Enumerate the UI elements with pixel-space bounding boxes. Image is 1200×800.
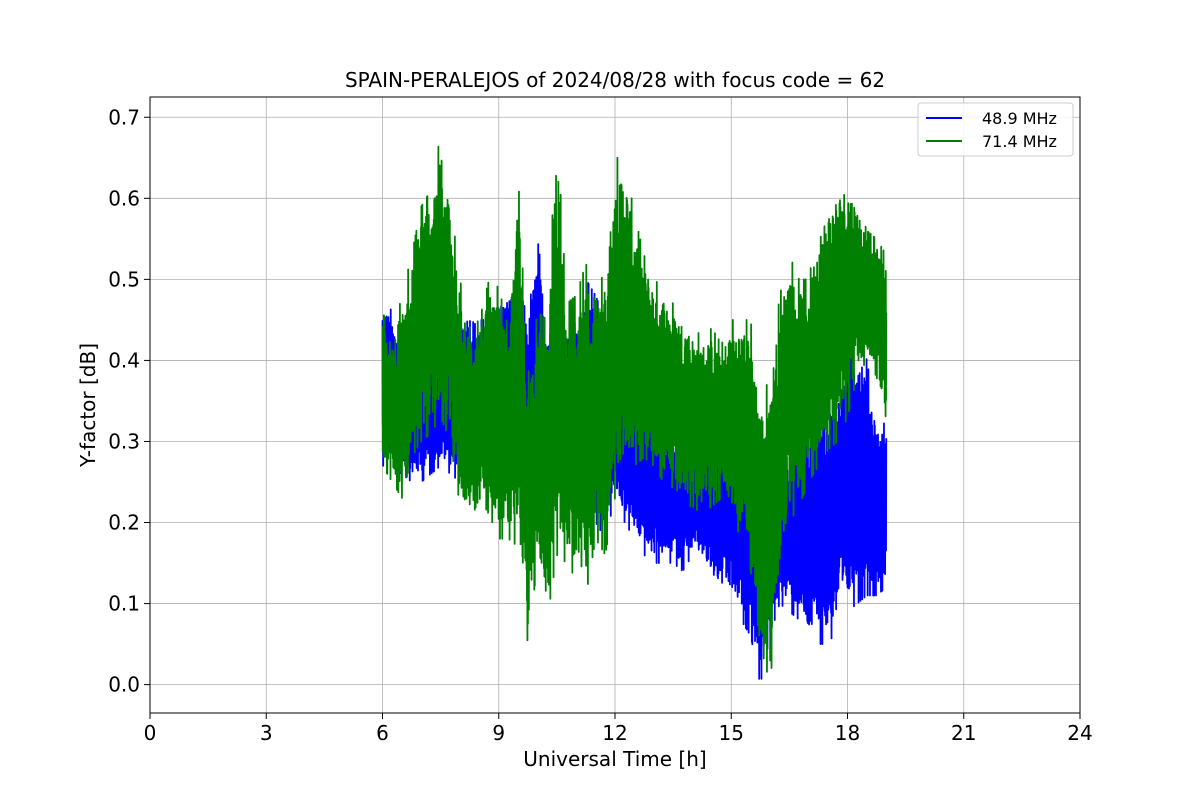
y-tick-label: 0.6 — [108, 186, 140, 210]
series-line-71-4-mhz — [381, 145, 888, 673]
chart-title: SPAIN-PERALEJOS of 2024/08/28 with focus… — [345, 68, 885, 92]
y-tick-label: 0.0 — [108, 673, 140, 697]
x-tick-label: 24 — [1067, 721, 1092, 745]
x-tick-label: 21 — [951, 721, 976, 745]
y-tick-label: 0.2 — [108, 511, 140, 535]
legend: 48.9 MHz 71.4 MHz — [917, 102, 1074, 157]
x-tick-label: 9 — [492, 721, 505, 745]
y-tick-label: 0.3 — [108, 429, 140, 453]
y-tick-label: 0.1 — [108, 592, 140, 616]
y-axis-label: Y-factor [dB] — [76, 343, 100, 468]
x-tick-label: 18 — [835, 721, 860, 745]
x-tick-label: 15 — [719, 721, 744, 745]
tick-marks — [144, 116, 1081, 719]
x-tick-label: 3 — [260, 721, 273, 745]
plot-area — [381, 145, 888, 680]
y-tick-label: 0.4 — [108, 348, 140, 372]
x-tick-label: 12 — [602, 721, 627, 745]
y-tick-label: 0.5 — [108, 267, 140, 291]
x-tick-label: 0 — [144, 721, 157, 745]
legend-label-48-9: 48.9 MHz — [982, 109, 1057, 128]
legend-box — [917, 102, 1074, 157]
legend-label-71-4: 71.4 MHz — [982, 132, 1057, 151]
y-tick-label: 0.7 — [108, 105, 140, 129]
x-tick-label: 6 — [376, 721, 389, 745]
x-axis-label: Universal Time [h] — [523, 747, 706, 771]
